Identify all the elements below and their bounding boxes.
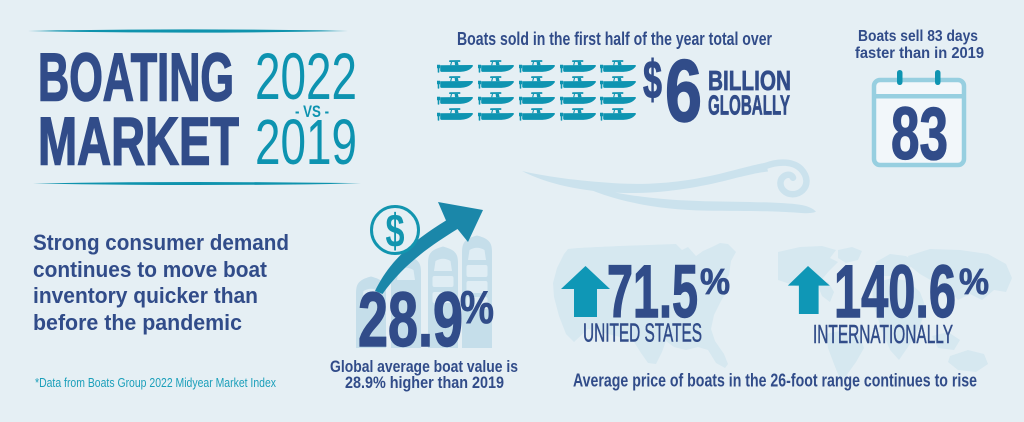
svg-text:%: % — [460, 281, 494, 333]
svg-text:- VS -: - VS - — [295, 102, 329, 121]
svg-text:faster than in 2019: faster than in 2019 — [855, 45, 984, 62]
svg-text:BOATING: BOATING — [38, 40, 234, 116]
svg-text:$: $ — [643, 50, 662, 110]
svg-text:140.6: 140.6 — [834, 250, 956, 333]
svg-text:%: % — [959, 261, 989, 302]
svg-text:*Data from Boats Group 2022 Mi: *Data from Boats Group 2022 Midyear Mark… — [35, 376, 277, 390]
svg-text:2019: 2019 — [255, 106, 357, 178]
svg-text:$: $ — [386, 204, 405, 257]
svg-text:Strong consumer demand: Strong consumer demand — [33, 230, 289, 255]
svg-text:2022: 2022 — [255, 39, 357, 113]
svg-text:INTERNATIONALLY: INTERNATIONALLY — [813, 319, 953, 349]
svg-text:before the pandemic: before the pandemic — [33, 310, 242, 335]
svg-text:GLOBALLY: GLOBALLY — [708, 90, 790, 121]
svg-text:continues to move boat: continues to move boat — [33, 257, 268, 282]
svg-text:28.9% higher than 2019: 28.9% higher than 2019 — [345, 373, 504, 392]
svg-text:71.5: 71.5 — [607, 250, 698, 333]
svg-text:Boats sold in the first half o: Boats sold in the first half of the year… — [457, 29, 772, 49]
svg-text:Average price of boats in the: Average price of boats in the 26-foot ra… — [573, 371, 977, 391]
svg-text:%: % — [700, 261, 730, 302]
svg-text:Boats sell 83 days: Boats sell 83 days — [858, 28, 978, 45]
svg-text:MARKET: MARKET — [38, 104, 239, 180]
svg-text:Global average boat value is: Global average boat value is — [330, 357, 518, 376]
svg-text:83: 83 — [891, 92, 948, 175]
svg-text:6: 6 — [665, 41, 702, 140]
svg-text:UNITED STATES: UNITED STATES — [583, 318, 702, 348]
svg-text:BILLION: BILLION — [708, 65, 791, 96]
svg-text:28.9: 28.9 — [358, 277, 463, 363]
svg-text:inventory quicker than: inventory quicker than — [33, 283, 258, 308]
